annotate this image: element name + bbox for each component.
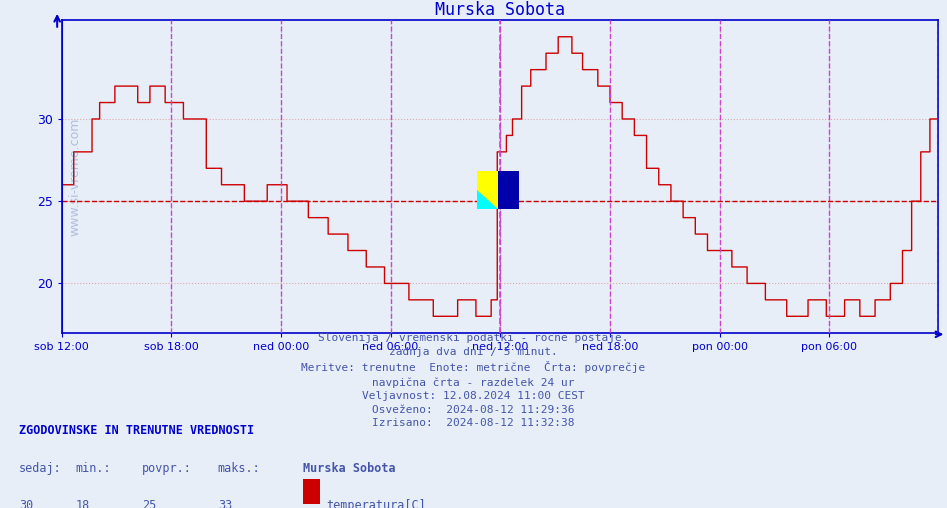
Polygon shape bbox=[476, 190, 498, 209]
Text: 18: 18 bbox=[76, 499, 90, 508]
Text: 25: 25 bbox=[142, 499, 156, 508]
Text: Murska Sobota: Murska Sobota bbox=[303, 462, 396, 475]
Text: 33: 33 bbox=[218, 499, 232, 508]
Text: maks.:: maks.: bbox=[218, 462, 260, 475]
Text: Slovenija / vremenski podatki - ročne postaje.
zadnja dva dni / 5 minut.
Meritve: Slovenija / vremenski podatki - ročne po… bbox=[301, 333, 646, 428]
Polygon shape bbox=[476, 171, 498, 190]
Text: temperatura[C]: temperatura[C] bbox=[327, 499, 426, 508]
Bar bbox=[303, 479, 320, 503]
Text: sedaj:: sedaj: bbox=[19, 462, 62, 475]
Polygon shape bbox=[498, 171, 519, 209]
Polygon shape bbox=[476, 190, 498, 209]
Title: Murska Sobota: Murska Sobota bbox=[435, 1, 564, 19]
Text: ZGODOVINSKE IN TRENUTNE VREDNOSTI: ZGODOVINSKE IN TRENUTNE VREDNOSTI bbox=[19, 424, 254, 436]
Text: povpr.:: povpr.: bbox=[142, 462, 192, 475]
Text: 30: 30 bbox=[19, 499, 33, 508]
Text: min.:: min.: bbox=[76, 462, 112, 475]
Text: www.si-vreme.com: www.si-vreme.com bbox=[68, 117, 81, 236]
